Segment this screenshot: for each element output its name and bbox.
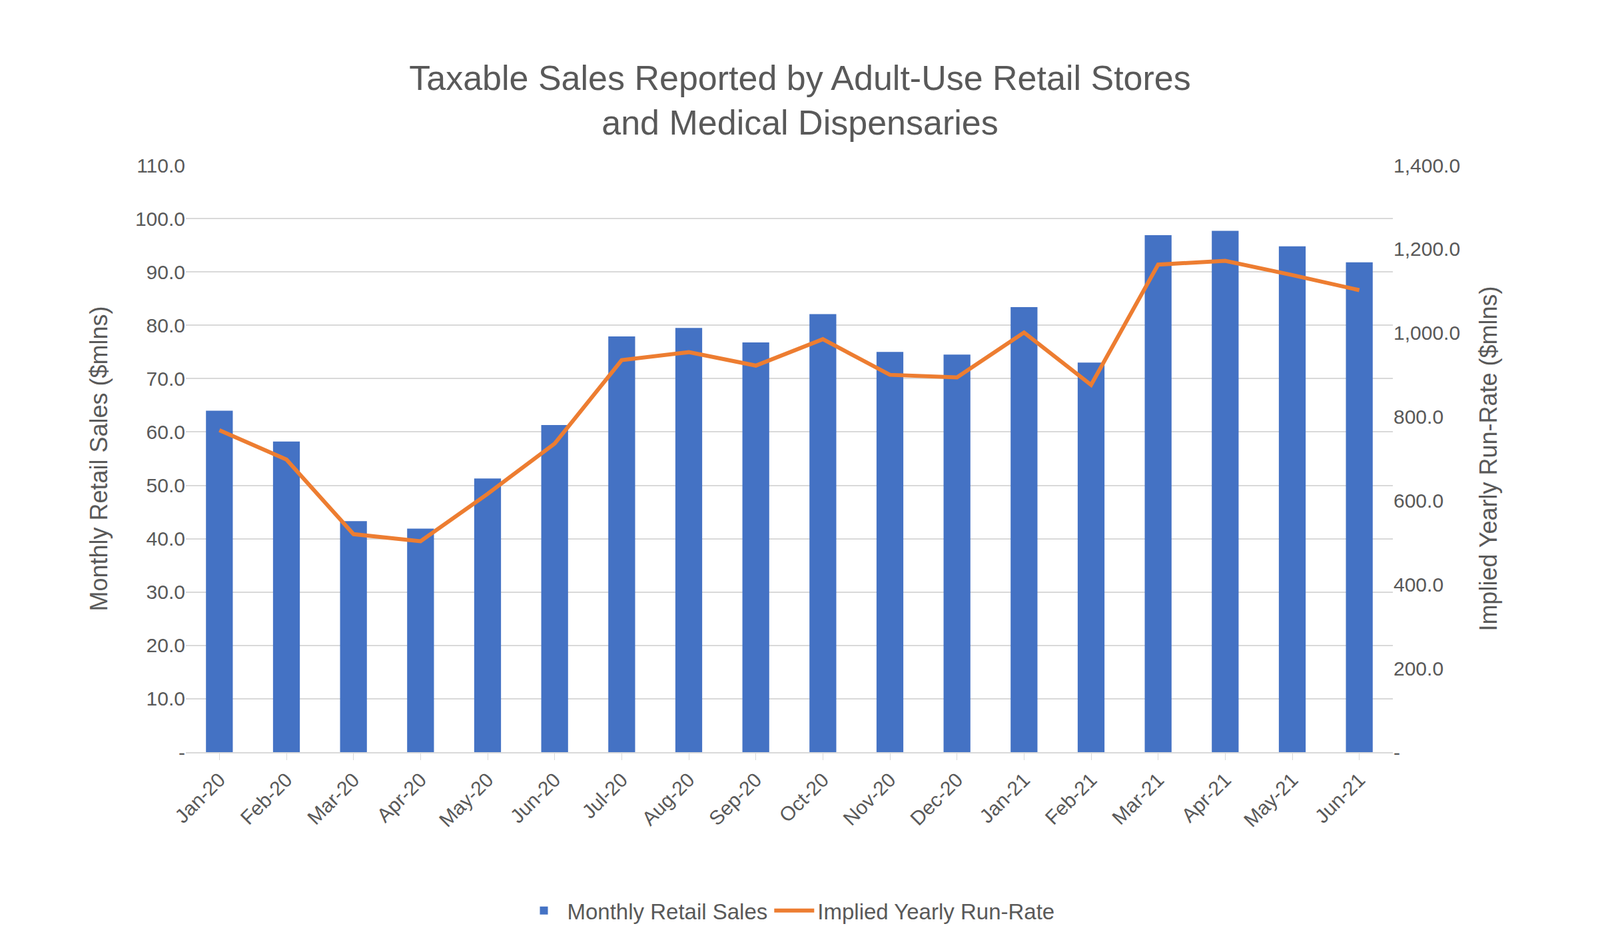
svg-text:30.0: 30.0 xyxy=(146,580,186,603)
svg-text:Dec-20: Dec-20 xyxy=(905,768,968,830)
svg-text:40.0: 40.0 xyxy=(146,527,186,550)
svg-text:600.0: 600.0 xyxy=(1393,489,1444,512)
svg-text:Mar-21: Mar-21 xyxy=(1107,768,1169,830)
svg-text:Nov-20: Nov-20 xyxy=(838,768,900,830)
svg-text:50.0: 50.0 xyxy=(146,474,186,497)
svg-text:May-21: May-21 xyxy=(1239,768,1303,832)
svg-text:-: - xyxy=(178,741,186,764)
svg-text:Sep-20: Sep-20 xyxy=(704,768,767,830)
svg-text:Aug-20: Aug-20 xyxy=(637,768,699,830)
svg-text:110.0: 110.0 xyxy=(136,154,186,177)
svg-text:Apr-21: Apr-21 xyxy=(1177,768,1235,827)
svg-text:Taxable Sales Reported by Adul: Taxable Sales Reported by Adult-Use Reta… xyxy=(408,58,1192,143)
svg-text:Implied Yearly Run-Rate: Implied Yearly Run-Rate xyxy=(817,899,1055,924)
svg-text:1,400.0: 1,400.0 xyxy=(1393,154,1461,177)
svg-text:Implied Yearly Run-Rate ($mlns: Implied Yearly Run-Rate ($mlns) xyxy=(1474,285,1503,631)
svg-text:800.0: 800.0 xyxy=(1393,405,1444,428)
svg-text:400.0: 400.0 xyxy=(1393,573,1444,596)
svg-text:80.0: 80.0 xyxy=(146,314,186,337)
svg-text:60.0: 60.0 xyxy=(146,420,186,443)
svg-text:10.0: 10.0 xyxy=(146,687,186,710)
svg-text:Jan-20: Jan-20 xyxy=(170,768,230,828)
svg-text:Oct-20: Oct-20 xyxy=(774,768,833,827)
svg-text:90.0: 90.0 xyxy=(146,261,186,284)
svg-text:May-20: May-20 xyxy=(434,768,498,832)
svg-text:Jun-20: Jun-20 xyxy=(505,768,565,828)
svg-text:Jun-21: Jun-21 xyxy=(1310,768,1369,828)
svg-text:1,200.0: 1,200.0 xyxy=(1393,237,1461,260)
svg-text:Jan-21: Jan-21 xyxy=(975,768,1034,828)
svg-text:Feb-20: Feb-20 xyxy=(235,768,297,830)
svg-text:20.0: 20.0 xyxy=(146,634,186,657)
svg-text:70.0: 70.0 xyxy=(146,367,186,390)
svg-text:1,000.0: 1,000.0 xyxy=(1393,321,1461,344)
svg-text:100.0: 100.0 xyxy=(135,207,186,230)
svg-text:200.0: 200.0 xyxy=(1393,657,1444,680)
svg-text:Monthly Retail Sales: Monthly Retail Sales xyxy=(567,899,769,924)
svg-text:Mar-20: Mar-20 xyxy=(303,768,364,830)
svg-text:Jul-20: Jul-20 xyxy=(577,768,632,823)
svg-text:Monthly Retail Sales ($mlns): Monthly Retail Sales ($mlns) xyxy=(85,305,113,611)
svg-text:Apr-20: Apr-20 xyxy=(372,768,431,827)
svg-text:-: - xyxy=(1393,741,1401,764)
svg-text:Feb-21: Feb-21 xyxy=(1040,768,1102,830)
